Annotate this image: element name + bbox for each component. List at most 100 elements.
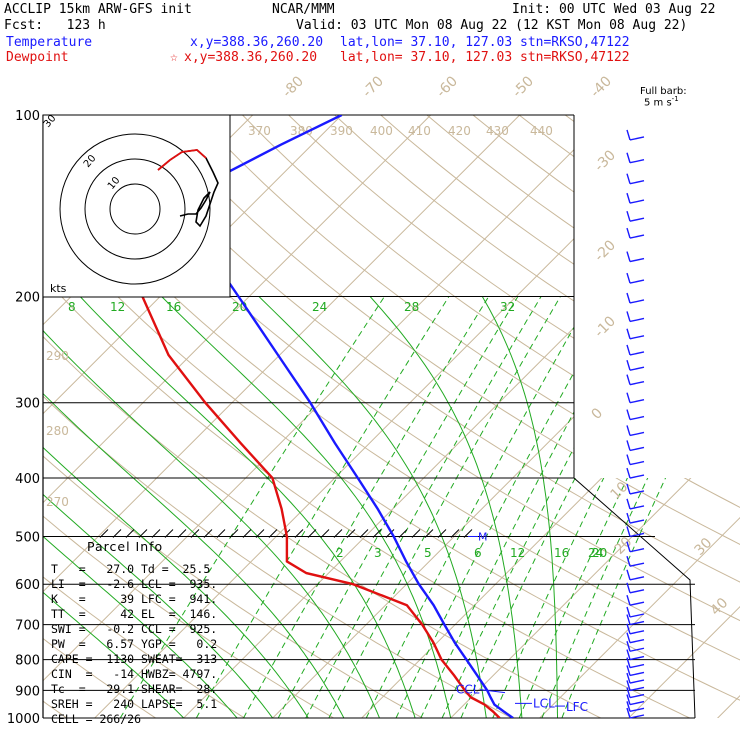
isotherm-label: -60 bbox=[434, 73, 461, 100]
dry-adiabat-line bbox=[43, 115, 690, 718]
hatch-mark bbox=[125, 529, 135, 538]
hatch-mark bbox=[307, 529, 317, 538]
moist-adiabat-line bbox=[481, 296, 558, 718]
mixing-ratio-label: 3 bbox=[374, 546, 382, 560]
hodograph-upper-trace bbox=[157, 149, 207, 171]
hodograph-box bbox=[42, 114, 231, 298]
theta-label: 430 bbox=[486, 124, 509, 138]
hatch-mark bbox=[463, 529, 473, 538]
wind-barb bbox=[629, 707, 645, 713]
wind-barb-flag bbox=[626, 328, 631, 339]
theta-label: 380 bbox=[290, 124, 313, 138]
wind-barb bbox=[629, 136, 645, 141]
init-time: Init: 00 UTC Wed 03 Aug 22 bbox=[512, 2, 716, 17]
wind-barb-flag bbox=[626, 454, 631, 465]
parcel-info-panel: Parcel Info T = 27.0 Td = 25.5 LI = -2.6… bbox=[45, 535, 231, 726]
legend-temperature: Temperature bbox=[6, 35, 93, 50]
wind-barb-flag bbox=[626, 374, 631, 385]
pressure-tick-label: 200 bbox=[15, 291, 40, 306]
dewpoint-star-icon: ☆ bbox=[170, 50, 178, 65]
moist-adiabat-line bbox=[258, 296, 487, 718]
moist-adiabat-line bbox=[369, 296, 523, 718]
dry-adiabat-line bbox=[380, 115, 740, 718]
wind-barb bbox=[629, 234, 645, 239]
wind-barb bbox=[629, 589, 645, 594]
wind-barb bbox=[629, 532, 645, 538]
wind-barb bbox=[629, 638, 645, 644]
dry-adiabat-line bbox=[242, 115, 740, 718]
wind-barb bbox=[629, 700, 645, 706]
wind-barb-flag bbox=[626, 251, 631, 262]
isotherm-label: 30 bbox=[692, 535, 716, 559]
wind-barb-flag bbox=[626, 541, 631, 552]
hatch-mark bbox=[359, 529, 369, 538]
mixing-ratio-line bbox=[460, 296, 671, 718]
dry-adiabat-line bbox=[196, 115, 740, 718]
hatch-mark bbox=[411, 529, 421, 538]
isotherm-label: -80 bbox=[280, 73, 307, 100]
mixing-ratio-label: 32 bbox=[500, 300, 515, 314]
dry-adiabat-line bbox=[564, 115, 740, 718]
hodograph-ring bbox=[84, 158, 186, 260]
hodograph-ring bbox=[59, 133, 211, 285]
wind-barb bbox=[629, 714, 645, 719]
isotherm-label: -50 bbox=[510, 73, 537, 100]
wind-barb-flag bbox=[626, 694, 631, 705]
wind-barb-flag bbox=[626, 467, 631, 479]
mixing-ratio-label: 5 bbox=[424, 546, 432, 560]
isotherm-label: -20 bbox=[592, 237, 619, 264]
wind-barb bbox=[629, 620, 645, 626]
isotherm-label: 0 bbox=[589, 405, 607, 423]
wind-barb-flag bbox=[626, 272, 631, 284]
mixing-ratio-label: 28 bbox=[404, 300, 419, 314]
dry-adiabat-line bbox=[43, 115, 423, 718]
pressure-tick-label: 100 bbox=[15, 109, 40, 124]
wind-barb bbox=[629, 663, 645, 669]
wind-barb bbox=[629, 490, 645, 495]
dry-adiabat-line bbox=[57, 115, 740, 718]
pressure-tick-label: 1000 bbox=[7, 712, 40, 727]
run-title: ACCLIP 15km ARW-GFS init bbox=[4, 2, 192, 17]
isotherm-line bbox=[615, 115, 740, 718]
lfc-label: LFC bbox=[566, 700, 588, 714]
lcl-label: LCL bbox=[533, 696, 555, 710]
theta-label: 390 bbox=[330, 124, 353, 138]
mixing-ratio-label: 16 bbox=[166, 300, 181, 314]
parcel-row-pw: PW = 6.57 YGP = 0.2 bbox=[51, 637, 218, 651]
wind-barb-flag bbox=[626, 425, 631, 436]
wind-barb bbox=[629, 562, 645, 567]
dewpoint-latlon: lat,lon= 37.10, 127.03 bbox=[340, 50, 513, 65]
hatch-mark bbox=[177, 529, 187, 538]
dewpoint-xy: x,y=388.36,260.20 bbox=[184, 50, 318, 65]
wind-barb-flag bbox=[626, 392, 631, 403]
wind-barb bbox=[629, 317, 645, 323]
dry-adiabat-line bbox=[43, 115, 740, 718]
wind-barb bbox=[629, 279, 645, 284]
theta-label: 440 bbox=[530, 124, 553, 138]
dry-adiabat-line bbox=[43, 115, 334, 718]
wind-barb-flag bbox=[626, 210, 631, 222]
pressure-tick-label: 400 bbox=[15, 472, 40, 487]
wind-barb-flag bbox=[626, 672, 631, 684]
wind-barb bbox=[629, 460, 645, 466]
wind-barb-flag bbox=[626, 657, 631, 668]
wind-barb-flag bbox=[626, 680, 631, 691]
parcel-row-swi: SWI = -0.2 CCL = 925. bbox=[51, 622, 218, 636]
isotherm-label: 10 bbox=[608, 479, 632, 503]
isotherm-label: -10 bbox=[592, 313, 619, 340]
wind-barb bbox=[629, 431, 645, 437]
temperature-latlon: lat,lon= 37.10, 127.03 bbox=[340, 35, 513, 50]
dry-adiabat-line bbox=[103, 115, 740, 718]
hodograph-ring bbox=[109, 183, 161, 235]
hatch-mark bbox=[255, 529, 265, 538]
hatch-mark bbox=[437, 529, 447, 538]
wind-barb bbox=[629, 335, 645, 340]
mixing-ratio-line bbox=[395, 296, 617, 718]
center-label: NCAR/MMM bbox=[272, 2, 335, 17]
hatch-mark bbox=[385, 529, 395, 538]
hatch-mark bbox=[424, 529, 434, 538]
hatch-mark bbox=[398, 529, 408, 538]
pressure-tick-label: 800 bbox=[15, 654, 40, 669]
mixing-ratio-line bbox=[305, 296, 542, 718]
temperature-station: stn=RKSO,47122 bbox=[520, 35, 630, 50]
